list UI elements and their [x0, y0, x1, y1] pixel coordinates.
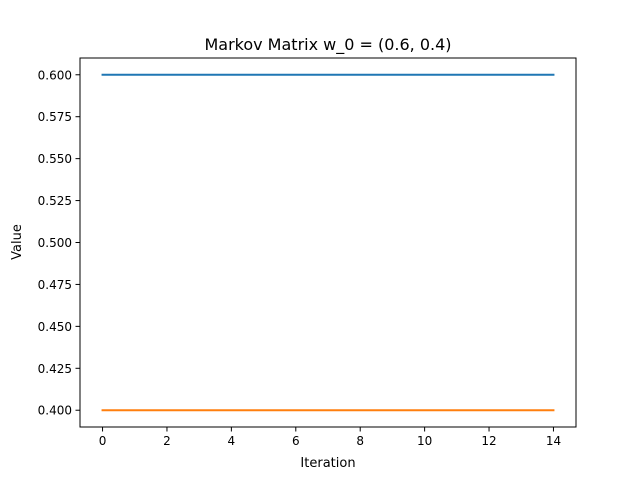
x-tick-label: 8 [356, 434, 364, 448]
y-tick-label: 0.525 [38, 194, 72, 208]
y-tick-label: 0.600 [38, 68, 72, 82]
x-tick-label: 0 [99, 434, 107, 448]
plot-area: 0 2 4 6 8 10 12 14 0.400 0.425 0.450 0.475 0.500 0.52… [38, 57, 577, 448]
y-tick-label: 0.425 [38, 362, 72, 376]
x-tick-label: 14 [546, 434, 561, 448]
x-axis-label: Iteration [300, 456, 355, 471]
y-tick-label: 0.450 [38, 320, 72, 334]
x-tick-label: 6 [292, 434, 300, 448]
y-tick-label: 0.550 [38, 152, 72, 166]
x-tick-label: 12 [481, 434, 496, 448]
y-tick-label: 0.575 [38, 110, 72, 124]
x-tick-label: 2 [163, 434, 171, 448]
y-tick-label: 0.475 [38, 278, 72, 292]
y-axis-label: Value [10, 224, 25, 260]
x-tick-label: 4 [228, 434, 236, 448]
y-tick-label: 0.500 [38, 236, 72, 250]
x-tick-label: 10 [417, 434, 432, 448]
y-tick-label: 0.400 [38, 404, 72, 418]
chart-title: Markov Matrix w_0 = (0.6, 0.4) [204, 35, 451, 55]
